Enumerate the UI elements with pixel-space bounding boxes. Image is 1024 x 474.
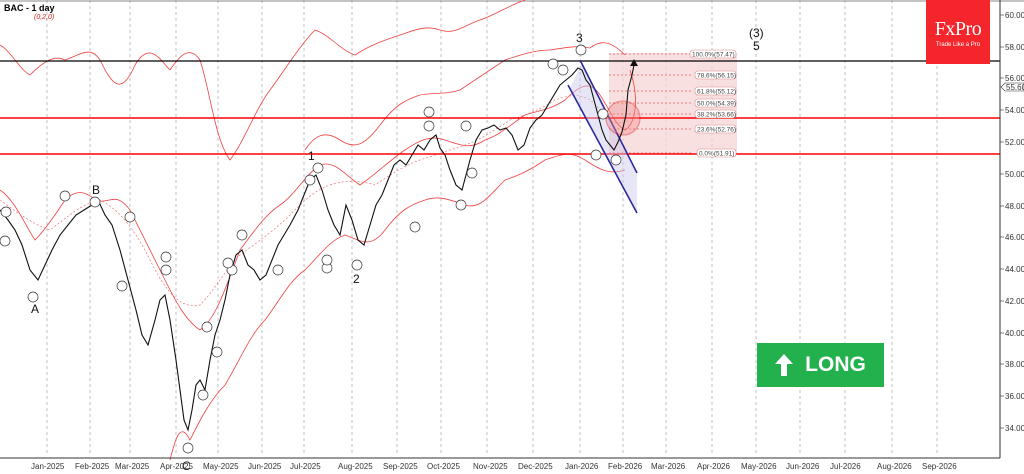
svg-text:Mar-2026: Mar-2026 (651, 462, 686, 471)
svg-text:100.0%(57.47): 100.0%(57.47) (692, 52, 735, 59)
svg-text:May-2026: May-2026 (741, 462, 777, 471)
svg-text:Feb-2025: Feb-2025 (75, 462, 110, 471)
svg-text:50.0%(54.39): 50.0%(54.39) (697, 101, 736, 108)
svg-text:B: B (92, 183, 100, 197)
svg-text:Oct-2025: Oct-2025 (427, 462, 460, 471)
svg-text:38.2%(53.66): 38.2%(53.66) (697, 112, 736, 119)
svg-text:23.6%(52.76): 23.6%(52.76) (697, 127, 736, 134)
logo-tagline: Trade Like a Pro (935, 42, 981, 48)
svg-text:46.00: 46.00 (1005, 233, 1024, 242)
grid (46, 0, 938, 455)
envelope-mid (0, 95, 631, 307)
svg-text:Sep-2026: Sep-2026 (922, 462, 957, 471)
svg-text:Jul-2025: Jul-2025 (290, 462, 321, 471)
svg-text:C: C (182, 459, 191, 473)
svg-text:Mar-2025: Mar-2025 (115, 462, 150, 471)
svg-text:Aug-2026: Aug-2026 (877, 462, 912, 471)
svg-text:42.00: 42.00 (1005, 297, 1024, 306)
svg-text:44.00: 44.00 (1005, 265, 1024, 274)
svg-text:Jan-2025: Jan-2025 (31, 462, 65, 471)
svg-text:58.00: 58.00 (1005, 43, 1024, 52)
svg-text:Jul-2026: Jul-2026 (830, 462, 861, 471)
wave-labels: A B C 1 2 3 (3) 5 (31, 26, 764, 473)
svg-text:52.00: 52.00 (1005, 138, 1024, 147)
svg-text:(3): (3) (749, 26, 764, 40)
svg-text:Sep-2025: Sep-2025 (383, 462, 418, 471)
current-price-marker (1000, 82, 1024, 92)
svg-text:38.00: 38.00 (1005, 360, 1024, 369)
svg-text:60.00: 60.00 (1005, 11, 1024, 20)
svg-text:Nov-2025: Nov-2025 (473, 462, 508, 471)
svg-text:Jun-2025: Jun-2025 (248, 462, 282, 471)
svg-text:Apr-2025: Apr-2025 (160, 462, 193, 471)
svg-text:40.00: 40.00 (1005, 329, 1024, 338)
chart-title: BAC - 1 day (4, 3, 55, 13)
svg-text:3: 3 (576, 31, 583, 45)
svg-text:5: 5 (753, 39, 760, 53)
y-axis-labels: 60.00 58.00 56.00 54.00 52.00 50.00 48.00 46… (1005, 11, 1024, 433)
x-axis-labels: Jan-2025 Feb-2025 Mar-2025 Apr-2025 May-20… (31, 462, 957, 471)
svg-text:Apr-2026: Apr-2026 (697, 462, 730, 471)
svg-text:Jan-2026: Jan-2026 (565, 462, 599, 471)
svg-text:A: A (31, 302, 39, 316)
svg-text:78.6%(56.15): 78.6%(56.15) (697, 73, 736, 80)
indicator-params: (0,2,0) (34, 14, 55, 21)
svg-text:50.00: 50.00 (1005, 170, 1024, 179)
price-series (0, 64, 635, 432)
svg-text:Dec-2025: Dec-2025 (518, 462, 553, 471)
svg-text:56.00: 56.00 (1005, 74, 1024, 83)
svg-text:Jun-2026: Jun-2026 (786, 462, 820, 471)
wave-circles (0, 44, 622, 454)
svg-text:54.00: 54.00 (1005, 106, 1024, 115)
svg-text:36.00: 36.00 (1005, 392, 1024, 401)
fxpro-logo: FxPro Trade Like a Pro (926, 0, 990, 64)
svg-text:May-2025: May-2025 (203, 462, 239, 471)
signal-label: LONG (805, 353, 866, 376)
arrow-up-icon (775, 354, 794, 376)
svg-text:Aug-2025: Aug-2025 (338, 462, 373, 471)
svg-text:48.00: 48.00 (1005, 202, 1024, 211)
svg-text:0.0%(51.91): 0.0%(51.91) (699, 151, 734, 158)
svg-text:1: 1 (308, 149, 315, 163)
svg-text:Feb-2026: Feb-2026 (608, 462, 643, 471)
svg-text:34.00: 34.00 (1005, 424, 1024, 433)
fib-labels: 100.0%(57.47) 78.6%(56.15) 61.8%(55.12) … (689, 49, 737, 158)
long-signal-badge: LONG (757, 343, 884, 387)
svg-text:61.8%(55.12): 61.8%(55.12) (697, 89, 736, 96)
logo-brand: FxPro (934, 18, 982, 40)
svg-text:2: 2 (353, 272, 360, 286)
current-price-label: 55.60 (1006, 83, 1024, 92)
